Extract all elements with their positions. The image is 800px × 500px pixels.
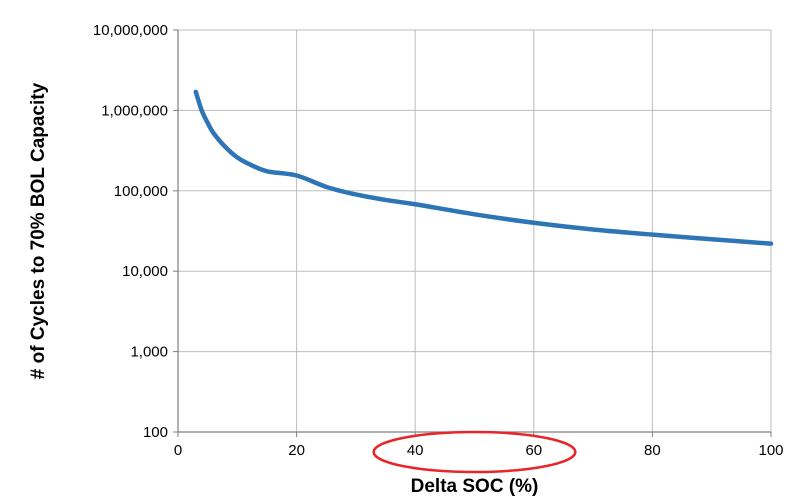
y-tick-label: 100,000 — [114, 183, 168, 200]
x-tick-label: 80 — [644, 442, 661, 459]
x-tick-label: 20 — [288, 442, 305, 459]
axes — [173, 29, 772, 437]
x-tick-label: 0 — [174, 442, 182, 459]
annotations — [372, 430, 577, 474]
y-tick-label: 1,000,000 — [101, 102, 168, 119]
tick-labels: 100 1,000 10,000 100,000 1,000,000 10,000,000… — [93, 22, 784, 459]
data-series — [193, 89, 774, 246]
y-tick-label: 10,000,000 — [93, 22, 168, 39]
y-axis-title: # of Cycles to 70% BOL Capacity — [28, 82, 49, 379]
grid-lines — [178, 29, 772, 432]
highlight-ellipse — [372, 430, 577, 474]
x-tick-label: 40 — [407, 442, 424, 459]
cycle-life-curve — [193, 89, 774, 246]
y-tick-label: 1,000 — [130, 344, 168, 361]
x-axis-title: Delta SOC (%) — [411, 476, 539, 497]
x-tick-label: 100 — [758, 442, 783, 459]
y-tick-label: 10,000 — [122, 263, 168, 280]
y-tick-label: 100 — [143, 424, 168, 441]
x-tick-label: 60 — [525, 442, 542, 459]
